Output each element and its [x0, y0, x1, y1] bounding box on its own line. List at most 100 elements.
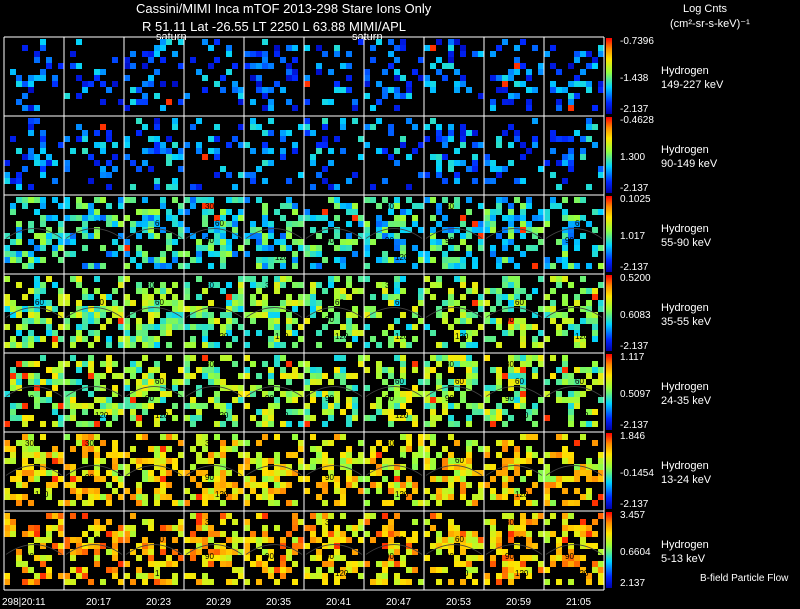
heatmap-cell	[232, 579, 238, 585]
heatmap-cell	[100, 415, 106, 421]
heatmap-cell	[400, 288, 406, 294]
heatmap-cell	[364, 312, 370, 318]
heatmap-cell	[502, 197, 508, 203]
heatmap-cell	[208, 525, 214, 531]
heatmap-cell	[334, 51, 340, 57]
heatmap-cell	[250, 124, 256, 130]
heatmap-cell	[514, 324, 520, 330]
heatmap-cell	[406, 87, 412, 93]
heatmap-cell	[250, 178, 256, 184]
contour-label: 120	[335, 569, 349, 578]
heatmap-cell	[586, 488, 592, 494]
heatmap-cell	[130, 549, 136, 555]
heatmap-cell	[226, 342, 232, 348]
heatmap-cell	[484, 209, 490, 215]
heatmap-cell	[214, 531, 220, 537]
heatmap-cell	[46, 215, 52, 221]
heatmap-cell	[166, 209, 172, 215]
heatmap-cell	[568, 93, 574, 99]
contour-label: 30	[205, 360, 214, 369]
heatmap-cell	[196, 415, 202, 421]
heatmap-cell	[448, 166, 454, 172]
heatmap-cell	[502, 257, 508, 263]
heatmap-cell	[484, 312, 490, 318]
heatmap-cell	[514, 288, 520, 294]
heatmap-cell	[262, 178, 268, 184]
heatmap-cell	[148, 324, 154, 330]
heatmap-cell	[160, 482, 166, 488]
heatmap-cell	[262, 482, 268, 488]
heatmap-cell	[460, 136, 466, 142]
heatmap-cell	[76, 421, 82, 427]
heatmap-cell	[88, 355, 94, 361]
heatmap-cell	[94, 452, 100, 458]
heatmap-cell	[124, 300, 130, 306]
heatmap-cell	[424, 464, 430, 470]
heatmap-cell	[388, 561, 394, 567]
heatmap-cell	[196, 69, 202, 75]
heatmap-cell	[568, 318, 574, 324]
heatmap-cell	[292, 300, 298, 306]
heatmap-cell	[280, 555, 286, 561]
heatmap-cell	[4, 421, 10, 427]
heatmap-cell	[472, 409, 478, 415]
heatmap-cell	[232, 531, 238, 537]
heatmap-cell	[322, 166, 328, 172]
heatmap-cell	[28, 525, 34, 531]
heatmap-cell	[394, 203, 400, 209]
heatmap-cell	[334, 300, 340, 306]
heatmap-cell	[346, 276, 352, 282]
heatmap-cell	[244, 525, 250, 531]
heatmap-cell	[592, 531, 598, 537]
heatmap-cell	[214, 239, 220, 245]
heatmap-cell	[466, 130, 472, 136]
heatmap-cell	[574, 239, 580, 245]
heatmap-cell	[520, 324, 526, 330]
heatmap-cell	[406, 476, 412, 482]
heatmap-cell	[130, 63, 136, 69]
heatmap-cell	[100, 476, 106, 482]
heatmap-cell	[166, 494, 172, 500]
heatmap-cell	[142, 51, 148, 57]
heatmap-cell	[28, 288, 34, 294]
heatmap-cell	[286, 178, 292, 184]
heatmap-cell	[514, 215, 520, 221]
heatmap-cell	[478, 494, 484, 500]
heatmap-cell	[316, 142, 322, 148]
heatmap-cell	[52, 513, 58, 519]
heatmap-cell	[166, 579, 172, 585]
heatmap-cell	[196, 525, 202, 531]
heatmap-cell	[430, 440, 436, 446]
heatmap-cell	[214, 124, 220, 130]
heatmap-cell	[70, 391, 76, 397]
heatmap-cell	[454, 525, 460, 531]
heatmap-cell	[376, 99, 382, 105]
heatmap-cell	[82, 567, 88, 573]
heatmap-cell	[472, 312, 478, 318]
heatmap-cell	[106, 361, 112, 367]
heatmap-cell	[442, 355, 448, 361]
heatmap-cell	[4, 488, 10, 494]
heatmap-cell	[286, 227, 292, 233]
heatmap-cell	[322, 51, 328, 57]
heatmap-cell	[454, 178, 460, 184]
heatmap-cell	[352, 99, 358, 105]
heatmap-cell	[250, 99, 256, 105]
heatmap-cell	[544, 567, 550, 573]
contour-label: 30	[385, 439, 394, 448]
heatmap-cell	[154, 385, 160, 391]
heatmap-cell	[364, 367, 370, 373]
heatmap-cell	[376, 440, 382, 446]
heatmap-cell	[394, 488, 400, 494]
heatmap-cell	[148, 385, 154, 391]
heatmap-cell	[238, 391, 244, 397]
heatmap-cell	[214, 543, 220, 549]
heatmap-cell	[130, 409, 136, 415]
heatmap-cell	[544, 51, 550, 57]
heatmap-cell	[82, 294, 88, 300]
heatmap-cell	[460, 494, 466, 500]
heatmap-cell	[256, 257, 262, 263]
heatmap-cell	[394, 336, 400, 342]
heatmap-cell	[448, 452, 454, 458]
heatmap-cell	[496, 494, 502, 500]
